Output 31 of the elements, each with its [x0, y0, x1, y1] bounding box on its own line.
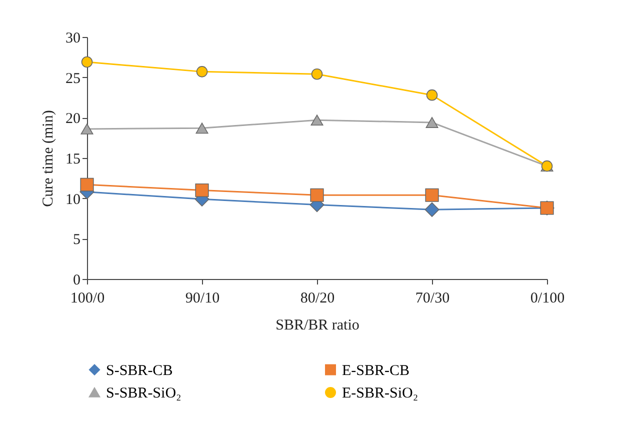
y-tick-label: 5 [73, 232, 80, 248]
point [80, 124, 94, 134]
legend-label: E-SBR-CB [342, 362, 410, 379]
y-tick-label: 20 [66, 111, 80, 128]
point [195, 183, 209, 198]
y-tick-label: 30 [66, 30, 80, 46]
x-tick-label: 0/100 [530, 290, 565, 306]
point [425, 188, 439, 202]
legend-label: S-SBR-SiO₂ [106, 386, 182, 402]
x-axis-title: SBR/BR ratio [276, 318, 360, 334]
point [81, 56, 93, 68]
x-tick-label: 70/30 [415, 290, 450, 306]
point [424, 202, 440, 217]
x-tick-label: 100/0 [70, 290, 105, 306]
y-tick-label: 10 [66, 192, 80, 208]
y-tick-label: 25 [66, 70, 80, 87]
point [426, 89, 438, 101]
point [310, 188, 324, 202]
point [310, 114, 324, 126]
y-tick-label: 0 [73, 272, 80, 288]
point [426, 117, 438, 128]
legend-label: E-SBR-SiO₂ [342, 386, 418, 402]
point [196, 122, 208, 134]
x-tick-label: 90/10 [185, 290, 220, 306]
y-axis-title: Cure time (min) [40, 110, 56, 207]
point [196, 66, 208, 78]
y-tick-label: 15 [66, 152, 80, 168]
point [311, 68, 323, 80]
legend-label: S-SBR-CB [106, 362, 173, 379]
x-tick-label: 80/20 [300, 290, 335, 306]
point [80, 178, 94, 192]
